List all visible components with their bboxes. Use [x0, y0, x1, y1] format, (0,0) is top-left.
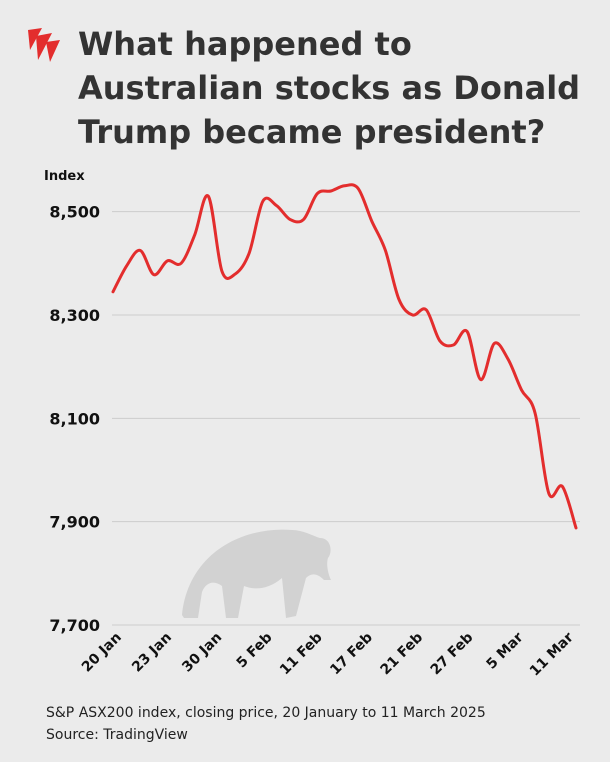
x-tick-label: 5 Mar [484, 629, 527, 672]
x-tick-label: 17 Feb [327, 630, 376, 679]
x-tick-label: 20 Jan [79, 630, 125, 676]
chart-source: Source: TradingView [46, 727, 188, 743]
chart-footer: S&P ASX200 index, closing price, 20 Janu… [46, 702, 486, 746]
chart-caption: S&P ASX200 index, closing price, 20 Janu… [46, 705, 486, 721]
bear-silhouette-icon [182, 529, 331, 618]
x-tick-label: 27 Feb [428, 630, 477, 679]
x-tick-label: 5 Feb [234, 630, 276, 672]
y-tick-label: 7,700 [49, 616, 100, 635]
line-chart: 7,700 7,900 8,100 8,300 8,500 20 Jan 23 Jan 30… [44, 169, 580, 679]
y-tick-label: 8,500 [49, 203, 100, 222]
x-tick-label: 11 Feb [277, 630, 326, 679]
series-line [111, 183, 578, 530]
y-axis-label: Index [44, 169, 85, 184]
sbs-logo-icon [28, 28, 60, 62]
x-tick-label: 21 Feb [377, 630, 426, 679]
chart-title: What happened to Australian stocks as Do… [78, 25, 581, 151]
y-tick-label: 7,900 [49, 513, 100, 532]
x-tick-label: 23 Jan [129, 630, 175, 676]
y-tick-label: 8,100 [49, 409, 100, 428]
y-tick-label: 8,300 [49, 306, 100, 325]
x-tick-label: 11 Mar [527, 629, 577, 679]
x-tick-label: 30 Jan [179, 630, 225, 676]
